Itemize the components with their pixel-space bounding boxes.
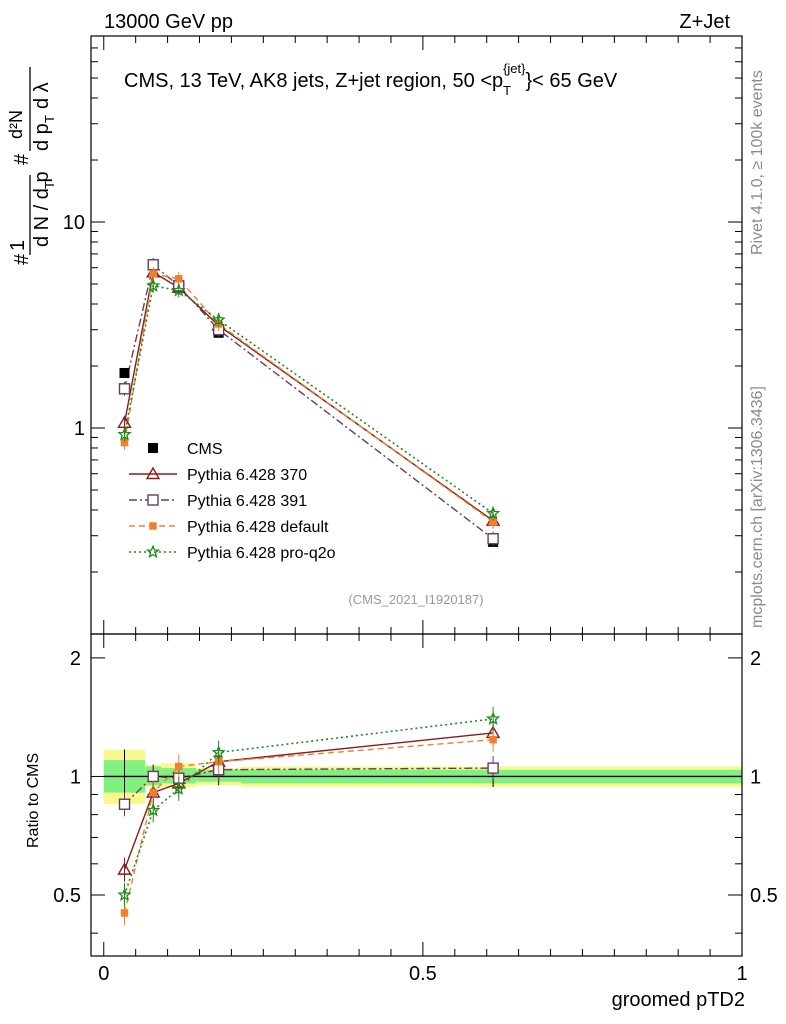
x-tick-label: 0.5	[409, 963, 437, 985]
mcplots-label: mcplots.cern.ch [arXiv:1306.3436]	[749, 386, 766, 628]
main-ytick-label: 1	[74, 418, 85, 440]
ratio-ytick-label-left: 2	[70, 648, 81, 670]
main-point-pq2o	[117, 427, 132, 441]
ratio-ytick-label-left: 0.5	[53, 885, 81, 907]
title-sub: T	[503, 83, 511, 98]
main-y-label: # 1 d N / d p T # d²N d p T d λ	[6, 67, 57, 265]
ratio-point-pq2o	[485, 711, 501, 726]
ratio-series-group	[117, 706, 501, 926]
legend-label: Pythia 6.428 370	[187, 467, 307, 484]
legend-swatch-marker	[149, 522, 157, 530]
header-left: 13000 GeV pp	[104, 11, 233, 33]
ratio-line-p370	[123, 732, 494, 870]
main-point-pq2o	[485, 505, 501, 520]
legend-item-p370: Pythia 6.428 370	[129, 466, 307, 484]
header-right: Z+Jet	[679, 11, 730, 33]
legend-item-p391: Pythia 6.428 391	[129, 493, 307, 510]
svg-text:d p: d p	[31, 123, 53, 151]
legend-swatch-marker	[147, 494, 159, 506]
svg-text:#: #	[11, 153, 33, 165]
legend: CMS Pythia 6.428 370 Pythia 6.428 391 Pythi…	[129, 441, 336, 562]
ratio-ytick-label-right: 1	[750, 766, 761, 788]
main-point-pq2o	[146, 278, 161, 292]
legend-item-pdef: Pythia 6.428 default	[129, 519, 329, 536]
main-title: CMS, 13 TeV, AK8 jets, Z+jet region, 50 …	[124, 61, 618, 98]
svg-text:T: T	[42, 115, 57, 123]
x-axis-label: groomed pTD2	[612, 989, 745, 1011]
ratio-point-pdef	[489, 735, 497, 744]
main-point-pdef	[120, 438, 129, 447]
ratio-point-pq2o	[146, 802, 161, 817]
svg-text:d N / d p: d N / d p	[31, 171, 53, 247]
main-point-pdef	[149, 270, 157, 278]
main-point-p391	[118, 383, 131, 395]
main-line-p391	[123, 263, 494, 540]
svg-text:d²N: d²N	[6, 110, 26, 139]
legend-swatch-marker	[145, 544, 161, 559]
legend-item-pq2o: Pythia 6.428 pro-q2o	[129, 544, 336, 562]
ratio-axes: 0.5 0.5 1 1 2 2 0 0.5 1	[53, 633, 778, 985]
main-line-pq2o	[123, 284, 494, 515]
ratio-point-p370	[117, 862, 132, 875]
ratio-point-pdef	[149, 788, 157, 797]
legend-label: Pythia 6.428 391	[187, 493, 307, 510]
legend-item-cms: CMS	[148, 441, 223, 458]
ratio-point-p391	[118, 798, 131, 810]
ratio-bands	[103, 749, 742, 805]
watermark: (CMS_2021_I1920187)	[348, 592, 483, 607]
title-prefix: CMS, 13 TeV, AK8 jets, Z+jet region, 50 …	[124, 70, 503, 92]
legend-swatch-marker	[148, 443, 158, 453]
main-ytick-label: 10	[63, 212, 85, 234]
ratio-point-pq2o	[171, 781, 186, 795]
svg-text:d λ: d λ	[31, 82, 53, 109]
x-tick-label: 1	[736, 963, 747, 985]
title-suffix: }< 65 GeV	[526, 70, 618, 92]
svg-text:#: #	[11, 253, 33, 265]
main-point-pdef	[175, 275, 183, 283]
legend-label: Pythia 6.428 pro-q2o	[187, 545, 336, 562]
main-point-p391	[487, 533, 499, 545]
ratio-point-pq2o	[117, 887, 132, 902]
ratio-point-pdef	[120, 909, 129, 917]
ratio-frame	[90, 633, 743, 957]
main-line-p370	[123, 271, 494, 522]
ratio-point-p391	[147, 770, 159, 783]
main-series-group	[117, 257, 501, 547]
svg-text:T: T	[42, 181, 57, 189]
main-line-pdef	[123, 273, 494, 523]
legend-swatch-marker	[145, 466, 161, 480]
ratio-ytick-label-right: 0.5	[750, 885, 778, 907]
legend-label: CMS	[187, 441, 223, 458]
x-tick-label: 0	[98, 963, 109, 985]
ratio-point-pq2o	[211, 745, 226, 759]
legend-label: Pythia 6.428 default	[187, 519, 329, 536]
ratio-point-p391	[487, 762, 499, 774]
ratio-point-pdef	[175, 762, 183, 771]
ratio-line-pq2o	[123, 718, 494, 896]
svg-text:1: 1	[7, 240, 29, 251]
main-point-pq2o	[211, 312, 226, 326]
ratio-y-label: Ratio to CMS	[25, 753, 42, 848]
main-point-cms	[119, 367, 130, 378]
ratio-ytick-label-left: 1	[70, 766, 81, 788]
main-point-pq2o	[171, 283, 186, 297]
ratio-ytick-label-right: 2	[750, 648, 761, 670]
title-sup: {jet}	[503, 61, 526, 76]
main-axes: 1 10	[63, 35, 743, 635]
rivet-label: Rivet 4.1.0, ≥ 100k events	[749, 70, 766, 255]
main-point-pdef	[489, 518, 497, 526]
